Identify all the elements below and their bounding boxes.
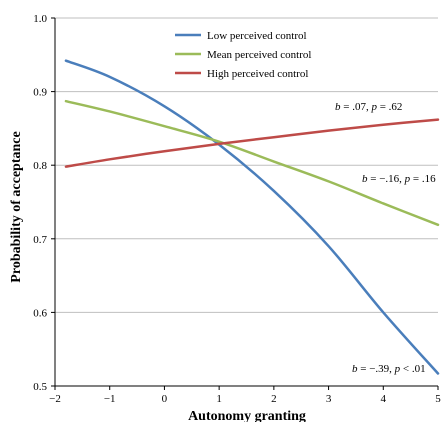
series-line-mean [64, 99, 440, 227]
legend-label: High perceived control [207, 68, 308, 80]
x-tick-label: 1 [216, 393, 222, 405]
annotations: b = −.39, p < .01 b = −.16, p = .16 b = .0… [335, 101, 436, 375]
x-tick-label: −1 [104, 393, 116, 405]
y-axis-title: Probability of acceptance [9, 131, 24, 282]
axes [54, 18, 438, 387]
x-ticks: −2 −1 0 1 2 3 4 5 [49, 386, 441, 405]
y-tick-label: 0.7 [33, 234, 47, 246]
y-tick-label: 0.8 [33, 160, 47, 172]
y-tick-label: 0.5 [33, 381, 47, 393]
x-tick-label: 4 [381, 393, 387, 405]
legend: Low perceived control Mean perceived cont… [175, 30, 311, 80]
series-line-low [64, 59, 440, 375]
x-tick-label: −2 [49, 393, 61, 405]
x-tick-label: 0 [162, 393, 168, 405]
x-tick-label: 5 [435, 393, 441, 405]
y-tick-label: 0.9 [33, 87, 47, 99]
annotation-low: b = −.39, p < .01 [352, 363, 426, 375]
y-ticks: 0.5 0.6 0.7 0.8 0.9 1.0 [33, 13, 55, 393]
x-axis-title: Autonomy granting [188, 409, 306, 422]
y-tick-label: 1.0 [33, 13, 47, 25]
x-tick-label: 2 [271, 393, 277, 405]
annotation-mean: b = −.16, p = .16 [362, 173, 436, 185]
legend-label: Low perceived control [207, 30, 307, 42]
series-lines [64, 59, 440, 375]
y-tick-label: 0.6 [33, 307, 47, 319]
x-tick-label: 3 [326, 393, 332, 405]
series-line-high [64, 118, 440, 168]
annotation-high: b = .07, p = .62 [335, 101, 402, 113]
legend-label: Mean perceived control [207, 49, 311, 61]
